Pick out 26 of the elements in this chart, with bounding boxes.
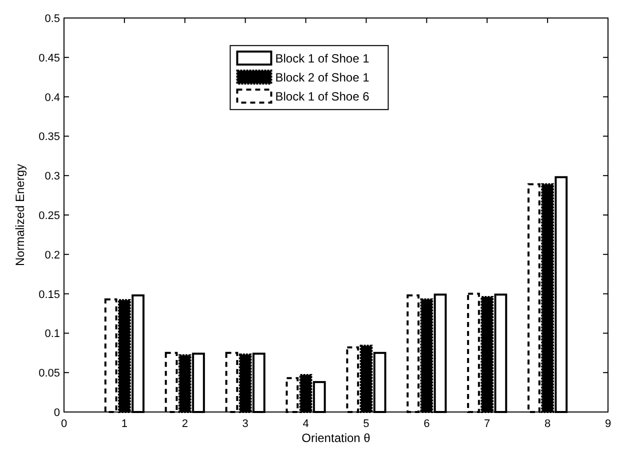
x-tick-label: 9 <box>604 418 612 430</box>
x-tick-label: 0 <box>60 418 68 430</box>
y-tick-label: 0.2 <box>44 249 60 262</box>
x-tick-label: 5 <box>363 418 370 430</box>
y-tick-label: 0.5 <box>44 13 60 25</box>
y-axis-title: Normalized Energy <box>13 164 27 266</box>
y-tick-label: 0 <box>54 407 60 419</box>
y-tick-label: 0.15 <box>38 288 60 301</box>
x-tick-label: 8 <box>544 418 551 430</box>
x-axis-title: Orientation θ <box>302 431 371 445</box>
y-tick-label: 0.1 <box>44 328 60 340</box>
y-tick-label: 0.35 <box>38 131 60 144</box>
x-tick-label: 6 <box>424 418 430 430</box>
legend-label: Block 1 of Shoe 6 <box>275 90 370 104</box>
y-tick-label: 0.45 <box>38 52 60 64</box>
x-tick-label: 2 <box>182 418 188 430</box>
x-tick-label: 1 <box>121 418 128 430</box>
legend-label: Block 2 of Shoe 1 <box>275 70 370 85</box>
x-tick-label: 7 <box>484 418 490 430</box>
x-tick-label: 4 <box>302 418 309 430</box>
y-tick-label: 0.3 <box>44 170 60 183</box>
y-tick-label: 0.25 <box>38 210 60 222</box>
x-tick-label: 3 <box>242 418 248 430</box>
legend-label: Block 1 of Shoe 1 <box>275 52 370 66</box>
y-tick-label: 0.05 <box>38 368 60 380</box>
y-tick-label: 0.4 <box>44 92 60 104</box>
